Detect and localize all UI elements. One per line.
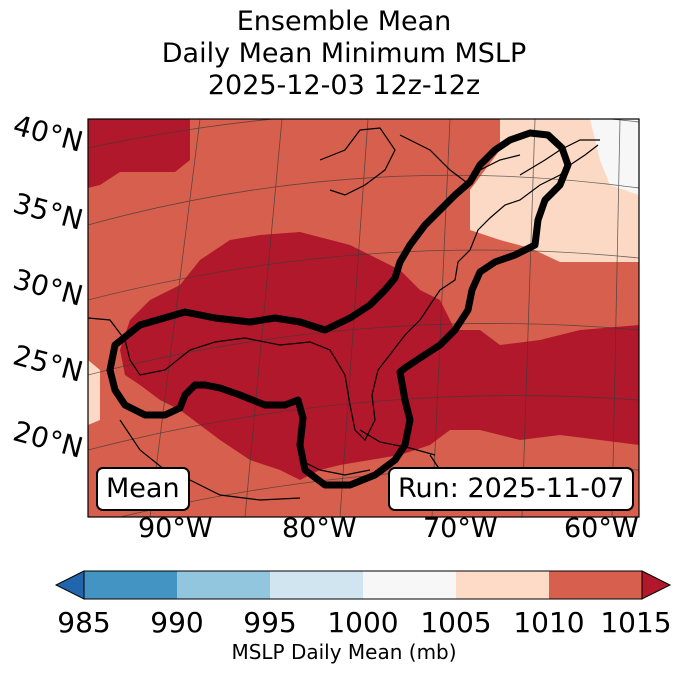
colorbar-segment-1010-1015 — [549, 571, 642, 599]
colorbar-tick-995: 995 — [243, 606, 297, 639]
colorbar-tick-1015: 1015 — [600, 606, 672, 639]
colorbar-tick-990: 990 — [150, 606, 204, 639]
lon-label-60w: 60°W — [564, 513, 639, 544]
map-frame — [87, 118, 640, 518]
field-gt1015-central — [120, 232, 639, 480]
title-line-1: Ensemble Mean — [236, 6, 452, 37]
colorbar-segment-985-990 — [84, 571, 177, 599]
field-lt1005-northeast — [590, 119, 639, 195]
colorbar-tick-1005: 1005 — [420, 606, 492, 639]
coastlines — [88, 127, 600, 501]
lon-label-70w: 70°W — [423, 513, 498, 544]
title-line-3: 2025-12-03 12z-12z — [207, 70, 481, 101]
threshold-outline — [106, 129, 572, 489]
title-line-2: Daily Mean Minimum MSLP — [161, 38, 527, 69]
colorbar-segment-995-1000 — [270, 571, 363, 599]
colorbar-tick-985: 985 — [57, 606, 111, 639]
map-area — [88, 119, 639, 517]
colorbar-tick-1000: 1000 — [327, 606, 399, 639]
lon-label-90w: 90°W — [138, 513, 213, 544]
colorbar-extend-high — [641, 570, 672, 600]
colorbar-label: MSLP Daily Mean (mb) — [231, 640, 457, 664]
colorbar-tick-1010: 1010 — [513, 606, 585, 639]
run-label-box: Run: 2025-11-07 — [388, 467, 635, 511]
colorbar-segment-990-995 — [177, 571, 270, 599]
colorbar-segment-1000-1005 — [363, 571, 456, 599]
mean-label-box: Mean — [96, 467, 190, 511]
field-1005-1010-west — [88, 360, 100, 425]
colorbar-extend-low — [54, 570, 85, 600]
colorbar — [54, 570, 672, 600]
colorbar-segment-1005-1010 — [456, 571, 549, 599]
field-gt1015-northwest — [88, 119, 190, 188]
lon-label-80w: 80°W — [282, 513, 357, 544]
